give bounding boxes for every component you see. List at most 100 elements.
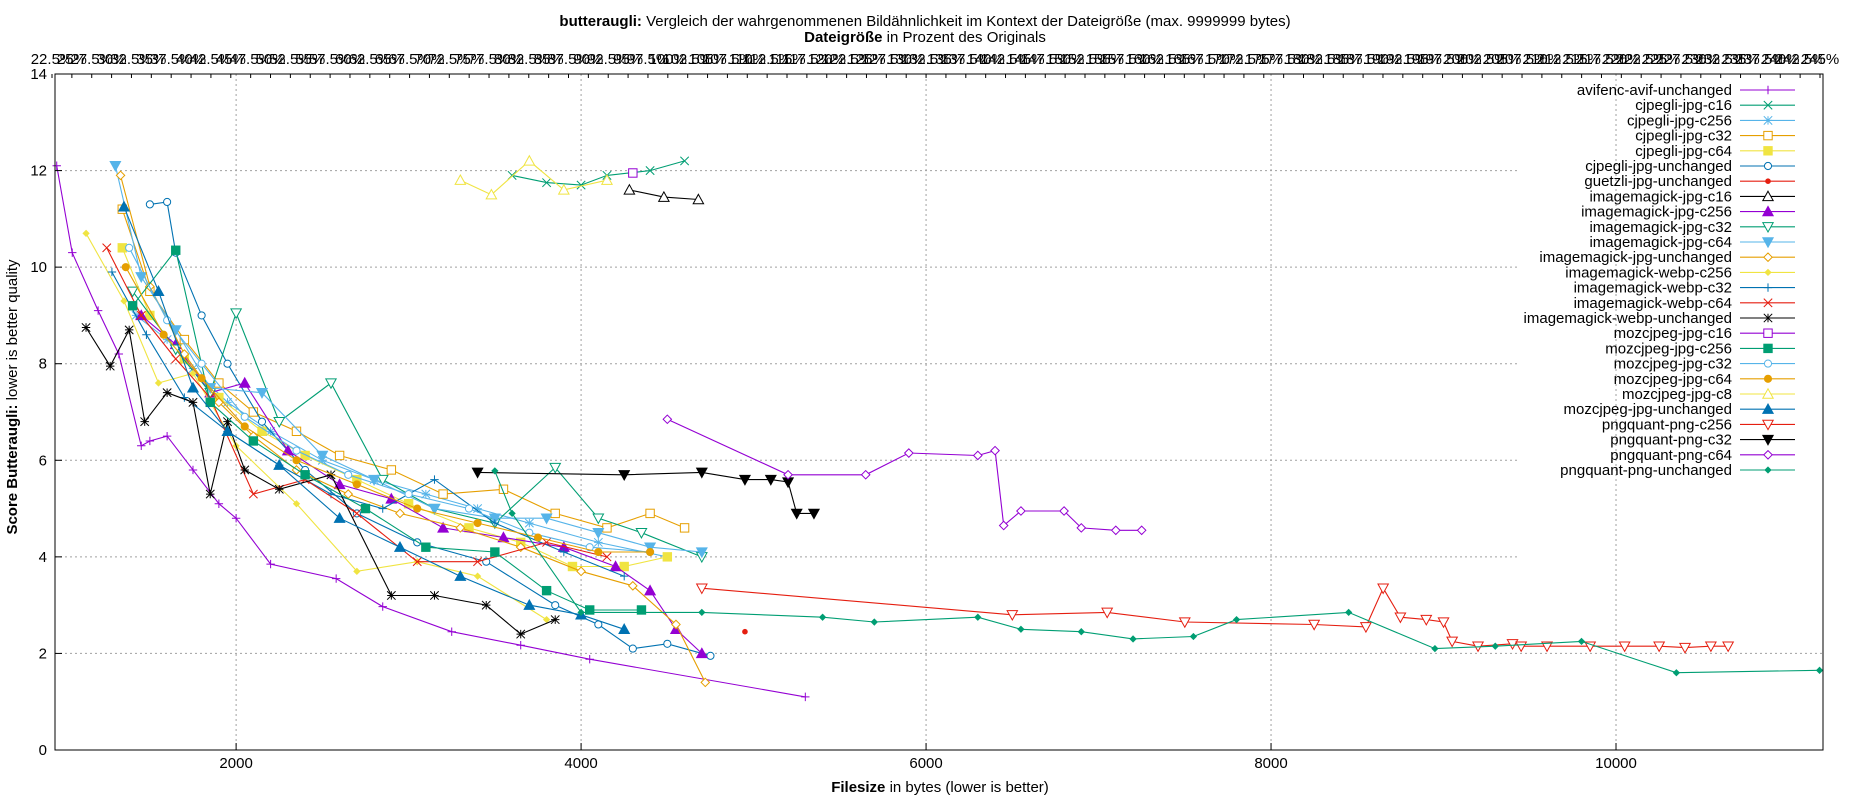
series-line: [119, 175, 706, 683]
legend-label: imagemagick-webp-c64: [1574, 295, 1732, 312]
legend-marker: [1761, 237, 1775, 249]
axis-ticks: 0 2 4 6 8 10 12 14 2000 4000 6000 8000 10000 22.5%25%…: [30, 51, 1839, 772]
legend-marker: [1763, 100, 1773, 110]
data-point: [454, 173, 467, 185]
top-tick-label: 120%: [808, 51, 846, 68]
top-tick-label: 97.5%: [627, 51, 670, 68]
data-point: [438, 489, 448, 499]
data-point: [186, 381, 200, 393]
legend-item: pngquant-png-c256: [1602, 416, 1795, 433]
top-tick-label: 190%: [1364, 51, 1402, 68]
y-tick-label: 4: [39, 549, 47, 566]
data-point: [255, 387, 269, 399]
series-avifenc-avif-unchanged: [52, 161, 810, 702]
data-point: [1110, 525, 1121, 536]
data-point: [378, 602, 387, 611]
data-point: [541, 585, 552, 596]
data-point: [1704, 641, 1717, 653]
data-point: [360, 503, 371, 514]
data-point: [105, 361, 115, 371]
top-tick-label: 90%: [573, 51, 603, 68]
data-point: [1308, 619, 1321, 631]
series-mozcjpeg-jpg-c16: [628, 168, 638, 178]
legend-label: imagemagick-webp-c256: [1565, 264, 1732, 281]
top-tick-label: 220%: [1602, 51, 1640, 68]
data-point: [523, 598, 536, 610]
data-point: [646, 547, 655, 557]
data-point: [592, 528, 605, 539]
top-tick-label: 137.5%: [940, 51, 991, 68]
y-tick-label: 6: [39, 452, 47, 469]
legend-item: cjpegli-jpg-c16: [1635, 97, 1795, 114]
data-point: [1076, 522, 1087, 533]
legend-item: imagemagick-webp-unchanged: [1524, 310, 1795, 327]
legend-label: avifenc-avif-unchanged: [1577, 82, 1732, 99]
top-tick-label: 35%: [136, 51, 166, 68]
data-point: [145, 310, 155, 321]
series-line: [701, 587, 1729, 649]
series-line: [477, 471, 814, 514]
data-point: [742, 628, 748, 635]
top-tick-label: 192.5%: [1377, 51, 1428, 68]
legend-label: cjpegli-jpg-c16: [1635, 97, 1732, 114]
data-point: [1178, 617, 1191, 629]
legend-marker: [1763, 343, 1773, 354]
top-tick-label: 187.5%: [1338, 51, 1389, 68]
data-point: [52, 161, 61, 170]
legend-label: pngquant-png-c32: [1610, 432, 1732, 449]
data-point: [516, 629, 526, 639]
legend-item: imagemagick-jpg-c64: [1589, 234, 1795, 251]
top-tick-label: 150%: [1046, 51, 1084, 68]
data-point: [700, 677, 711, 688]
data-point: [1394, 612, 1407, 624]
data-point: [473, 557, 483, 567]
series-pngquant-png-unchanged: [491, 467, 1824, 677]
data-point: [738, 474, 751, 486]
series-imagemagick-jpg-c32: [126, 286, 708, 564]
data-point: [602, 523, 612, 533]
plot-frame: [54, 73, 1824, 751]
series-cjpegli-jpg-c16: [507, 156, 690, 190]
data-point: [447, 627, 456, 636]
top-tick-label: 110%: [729, 51, 766, 68]
data-point: [542, 537, 552, 547]
top-tick-label: 157.5%: [1099, 51, 1150, 68]
series-imagemagick-webp-unchanged: [81, 322, 560, 639]
legend-marker: [1761, 434, 1775, 446]
data-point: [1672, 669, 1681, 677]
data-point: [1059, 506, 1069, 516]
data-point: [600, 173, 614, 185]
data-point: [197, 311, 206, 320]
data-point: [1584, 641, 1597, 653]
legend-marker: [1763, 115, 1773, 125]
top-tick-label: 62.5%: [349, 51, 392, 68]
chart-subtitle: Dateigröße in Prozent des Originals: [804, 29, 1046, 46]
legend-label: imagemagick-jpg-c64: [1589, 234, 1732, 251]
data-point: [990, 445, 1000, 456]
data-point: [540, 513, 553, 525]
legend-label: mozcjpeg-jpg-c64: [1614, 371, 1732, 388]
legend-marker: [1761, 190, 1775, 202]
top-tick-label: 122.5%: [821, 51, 872, 68]
data-point: [274, 484, 284, 494]
data-point: [344, 470, 353, 479]
data-point: [490, 518, 500, 528]
x-axis-title: Filesize in bytes (lower is better): [831, 779, 1049, 796]
top-tick-label: 237.5%: [1735, 51, 1786, 68]
data-point: [516, 641, 525, 650]
top-tick-label: 22.5%: [31, 51, 74, 68]
top-tick-label: 45%: [216, 51, 246, 68]
legend-label: imagemagick-jpg-c16: [1589, 188, 1732, 205]
data-point: [576, 180, 586, 190]
legend-item: cjpegli-jpg-c64: [1635, 143, 1795, 160]
data-point: [136, 310, 146, 320]
series-line: [111, 271, 625, 577]
data-point: [974, 613, 982, 621]
data-point: [257, 417, 267, 426]
top-tick-label: 167.5%: [1179, 51, 1230, 68]
data-point: [386, 465, 397, 475]
series-layer: [52, 154, 1824, 702]
series-line: [135, 314, 668, 558]
